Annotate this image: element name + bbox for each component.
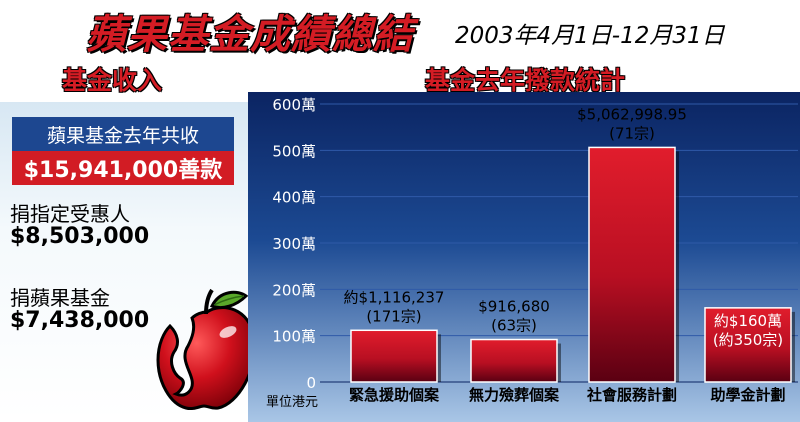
data-label: 約$160萬 [714, 312, 782, 330]
data-label: $916,680 [478, 298, 550, 316]
category-label: 無力殮葬個案 [469, 386, 560, 404]
designated-donation-label: 捐指定受惠人 [10, 202, 130, 226]
y-tick-label: 300萬 [272, 235, 316, 253]
data-labels: 約$1,116,237(171宗) $916,680(63宗) $5,062,998… [344, 105, 784, 348]
category-labels: 緊急援助個案 無力殮葬個案 社會服務計劃 助學金計劃 [349, 386, 786, 404]
bars [350, 146, 795, 383]
y-tick-label: 500萬 [272, 142, 316, 160]
bar [588, 146, 676, 383]
y-tick-label: 100萬 [272, 328, 316, 346]
category-label: 社會服務計劃 [586, 386, 677, 404]
fund-donation-value: $7,438,000 [10, 308, 150, 333]
data-label: (171宗) [366, 307, 421, 325]
page-title: 蘋果基金成績總結 [86, 12, 414, 58]
category-label: 緊急援助個案 [349, 386, 440, 404]
data-label: 約$1,116,237 [344, 288, 445, 306]
data-label: $5,062,998.95 [577, 105, 687, 123]
category-label: 助學金計劃 [710, 386, 785, 404]
allocation-section-title: 基金去年撥款統計 [425, 66, 626, 95]
bar [350, 329, 438, 383]
y-tick-label: 0 [306, 374, 316, 392]
fund-donation-label: 捐蘋果基金 [10, 286, 110, 310]
date-range: 2003年4月1日-12月31日 [455, 23, 725, 49]
y-tick-labels: 0 100萬 200萬 300萬 400萬 500萬 600萬 [272, 96, 316, 392]
bar [704, 307, 792, 383]
y-tick-label: 600萬 [272, 96, 316, 114]
unit-label: 單位港元 [266, 395, 318, 410]
bar [470, 338, 558, 383]
total-income-label: 蘋果基金去年共收 [12, 117, 234, 151]
allocation-chart: 0 100萬 200萬 300萬 400萬 500萬 600萬 約$1,116,237(17… [248, 92, 800, 422]
data-label: (71宗) [609, 124, 655, 142]
y-tick-label: 200萬 [272, 281, 316, 299]
apple-icon [156, 288, 257, 411]
designated-donation-value: $8,503,000 [10, 224, 150, 249]
data-label: (63宗) [491, 317, 537, 335]
income-section-title: 基金收入 [62, 66, 163, 95]
y-tick-label: 400萬 [272, 189, 316, 207]
data-label: (約350宗) [713, 331, 783, 349]
total-income-value: $15,941,000善款 [12, 151, 234, 185]
